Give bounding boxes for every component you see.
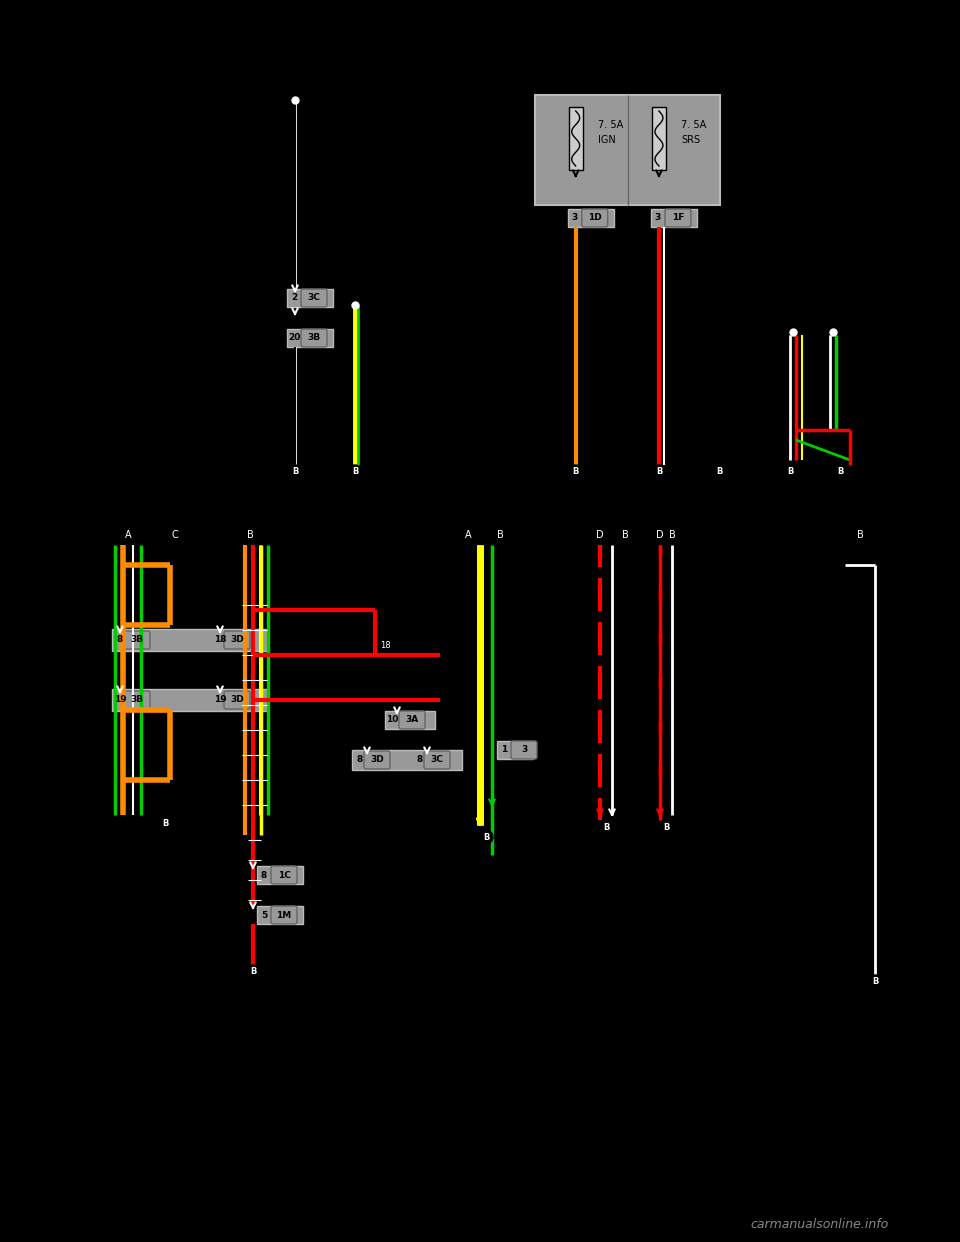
FancyBboxPatch shape bbox=[301, 289, 327, 307]
Text: B: B bbox=[292, 467, 299, 477]
FancyBboxPatch shape bbox=[301, 329, 327, 347]
Bar bbox=[352, 750, 462, 770]
Bar bbox=[651, 209, 697, 227]
FancyBboxPatch shape bbox=[424, 751, 450, 769]
Text: B: B bbox=[622, 530, 629, 540]
Text: 3D: 3D bbox=[230, 636, 244, 645]
Text: 3: 3 bbox=[521, 745, 527, 754]
Text: A: A bbox=[465, 530, 471, 540]
Text: 8: 8 bbox=[417, 755, 423, 765]
Text: SRS: SRS bbox=[681, 135, 700, 145]
Text: 3B: 3B bbox=[307, 334, 321, 343]
Text: 18: 18 bbox=[380, 641, 391, 650]
Bar bbox=[112, 628, 267, 651]
FancyBboxPatch shape bbox=[399, 710, 425, 729]
Text: D: D bbox=[657, 530, 663, 540]
Circle shape bbox=[348, 465, 362, 479]
Text: 19: 19 bbox=[214, 696, 227, 704]
Bar bbox=[287, 289, 333, 307]
Text: B: B bbox=[162, 818, 168, 827]
Bar bbox=[535, 94, 720, 205]
Text: 10: 10 bbox=[386, 715, 398, 724]
Text: 3A: 3A bbox=[405, 715, 419, 724]
Text: B: B bbox=[856, 530, 863, 540]
Text: B: B bbox=[872, 977, 878, 986]
Text: B: B bbox=[483, 832, 490, 842]
Circle shape bbox=[246, 965, 260, 979]
FancyBboxPatch shape bbox=[124, 691, 150, 709]
Text: 8: 8 bbox=[357, 755, 363, 765]
Text: B: B bbox=[496, 530, 503, 540]
Bar bbox=[287, 329, 333, 347]
Text: 5: 5 bbox=[261, 910, 267, 919]
Text: 3: 3 bbox=[571, 214, 578, 222]
Text: 3C: 3C bbox=[307, 293, 321, 303]
Text: B: B bbox=[668, 530, 676, 540]
Text: B: B bbox=[837, 467, 843, 477]
FancyBboxPatch shape bbox=[364, 751, 390, 769]
Text: 1F: 1F bbox=[672, 214, 684, 222]
Text: 1D: 1D bbox=[588, 214, 602, 222]
Text: B: B bbox=[656, 467, 662, 477]
Text: 3B: 3B bbox=[131, 696, 144, 704]
Text: 3D: 3D bbox=[230, 696, 244, 704]
Circle shape bbox=[479, 830, 493, 845]
Text: 3D: 3D bbox=[371, 755, 384, 765]
Text: B: B bbox=[572, 467, 579, 477]
Text: A: A bbox=[125, 530, 132, 540]
Bar bbox=[112, 689, 267, 710]
Text: 7. 5A: 7. 5A bbox=[681, 120, 707, 130]
Text: 20: 20 bbox=[288, 334, 300, 343]
Text: B: B bbox=[787, 467, 793, 477]
Text: B: B bbox=[250, 968, 256, 976]
Circle shape bbox=[288, 465, 302, 479]
Text: 19: 19 bbox=[113, 696, 127, 704]
Bar bbox=[568, 107, 583, 170]
Text: 8: 8 bbox=[261, 871, 267, 879]
Text: 3B: 3B bbox=[131, 636, 144, 645]
Text: 18: 18 bbox=[214, 636, 227, 645]
FancyBboxPatch shape bbox=[582, 209, 608, 227]
Text: C: C bbox=[172, 530, 179, 540]
FancyBboxPatch shape bbox=[665, 209, 691, 227]
Text: B: B bbox=[716, 467, 722, 477]
Text: 8: 8 bbox=[117, 636, 123, 645]
FancyBboxPatch shape bbox=[271, 866, 297, 884]
Text: 2: 2 bbox=[291, 293, 298, 303]
Circle shape bbox=[833, 465, 847, 479]
Text: D: D bbox=[596, 530, 604, 540]
Text: 1C: 1C bbox=[277, 871, 291, 879]
Bar bbox=[497, 741, 533, 759]
Bar bbox=[567, 209, 613, 227]
Text: 1: 1 bbox=[501, 745, 507, 754]
Text: 1M: 1M bbox=[276, 910, 292, 919]
Circle shape bbox=[783, 465, 797, 479]
FancyBboxPatch shape bbox=[224, 631, 250, 650]
FancyBboxPatch shape bbox=[124, 631, 150, 650]
Circle shape bbox=[599, 820, 613, 833]
Text: carmanualsonline.info: carmanualsonline.info bbox=[751, 1218, 889, 1232]
Circle shape bbox=[659, 820, 673, 833]
Bar bbox=[257, 905, 303, 924]
Circle shape bbox=[652, 465, 666, 479]
Text: 3: 3 bbox=[655, 214, 661, 222]
Bar bbox=[652, 107, 666, 170]
Text: B: B bbox=[247, 530, 253, 540]
Text: B: B bbox=[351, 467, 358, 477]
Bar bbox=[257, 866, 303, 884]
Text: IGN: IGN bbox=[598, 135, 615, 145]
FancyBboxPatch shape bbox=[224, 691, 250, 709]
Circle shape bbox=[568, 465, 583, 479]
Text: B: B bbox=[662, 822, 669, 831]
FancyBboxPatch shape bbox=[511, 741, 537, 759]
Circle shape bbox=[868, 975, 882, 989]
Bar bbox=[385, 710, 435, 729]
Circle shape bbox=[712, 465, 726, 479]
Text: 7. 5A: 7. 5A bbox=[598, 120, 623, 130]
FancyBboxPatch shape bbox=[271, 905, 297, 924]
Text: B: B bbox=[603, 822, 610, 831]
Text: 3C: 3C bbox=[431, 755, 444, 765]
Circle shape bbox=[158, 816, 172, 830]
